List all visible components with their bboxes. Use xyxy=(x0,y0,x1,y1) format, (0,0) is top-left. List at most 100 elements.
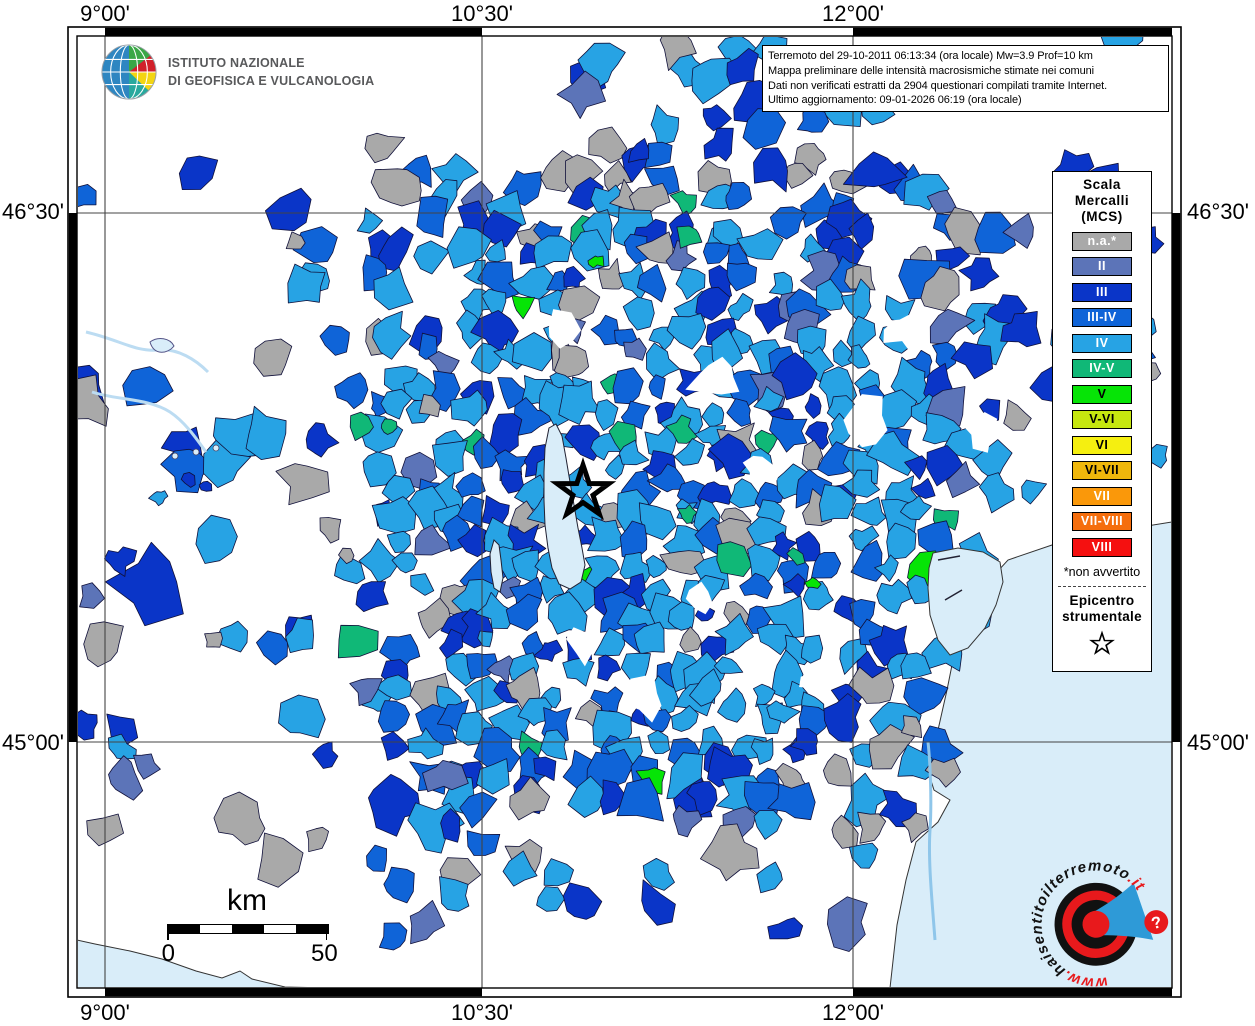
municipality xyxy=(311,741,339,769)
municipality xyxy=(431,440,468,477)
municipality xyxy=(358,538,401,584)
small-lake xyxy=(192,448,200,456)
municipality xyxy=(742,455,781,484)
municipality xyxy=(767,782,816,821)
municipality xyxy=(543,858,574,887)
municipality xyxy=(107,733,137,760)
municipality xyxy=(255,630,289,666)
venice-lagoon xyxy=(927,547,1004,656)
municipality xyxy=(558,380,602,425)
ingv-logo: ISTITUTO NAZIONALE DI GEOFISICA E VULCAN… xyxy=(100,43,374,101)
municipality xyxy=(484,239,506,263)
municipality xyxy=(587,516,626,552)
municipality xyxy=(771,352,818,401)
lake-garda xyxy=(543,423,586,590)
ligurian-sea xyxy=(78,939,308,987)
municipality xyxy=(815,278,846,311)
municipality xyxy=(736,228,784,261)
municipality xyxy=(769,415,808,453)
axis-label-bottom-9: 9°00' xyxy=(80,1000,130,1025)
legend-title-3: (MCS) xyxy=(1081,209,1123,224)
municipality xyxy=(645,555,667,578)
info-line-data-source: Dati non verificati estratti da 2904 que… xyxy=(768,79,1108,92)
municipality xyxy=(548,309,582,349)
municipality xyxy=(801,439,824,471)
municipality xyxy=(727,292,754,321)
municipality xyxy=(799,664,831,692)
legend-chip-iv-v: IV-V xyxy=(1072,359,1132,378)
legend-separator xyxy=(1058,585,1146,587)
municipality xyxy=(783,162,814,189)
municipality xyxy=(278,694,326,739)
municipality xyxy=(319,324,350,356)
municipality xyxy=(910,477,936,499)
municipality xyxy=(842,469,881,498)
municipality xyxy=(590,686,624,715)
municipality xyxy=(767,917,804,940)
municipality xyxy=(823,693,862,743)
municipality xyxy=(753,385,784,412)
municipality xyxy=(700,823,760,882)
municipality xyxy=(827,896,868,952)
municipality xyxy=(841,278,872,323)
municipality xyxy=(803,581,834,611)
municipality xyxy=(257,832,304,888)
legend-chip-n-a-: n.a.* xyxy=(1072,231,1132,251)
municipality xyxy=(547,591,588,635)
info-line-updated: Ultimo aggiornamento: 09-01-2026 06:19 (… xyxy=(768,94,1022,107)
municipality xyxy=(595,399,619,432)
municipality xyxy=(801,634,824,664)
municipality xyxy=(766,700,801,724)
municipality xyxy=(686,781,718,817)
municipality xyxy=(377,700,411,733)
municipality xyxy=(349,411,374,442)
municipality xyxy=(439,628,464,660)
municipality xyxy=(900,652,932,680)
municipality xyxy=(666,313,707,350)
municipality xyxy=(287,263,326,304)
municipality xyxy=(672,805,703,838)
municipality xyxy=(380,731,410,761)
municipality xyxy=(213,791,266,846)
axis-label-top-9: 9°00' xyxy=(80,1,130,26)
municipality xyxy=(540,729,568,761)
municipality xyxy=(407,727,444,760)
legend-footnote: *non avvertito xyxy=(1063,564,1141,579)
municipality xyxy=(964,412,998,453)
municipality xyxy=(901,715,922,738)
municipality xyxy=(917,520,954,559)
municipality xyxy=(533,235,573,270)
municipality xyxy=(716,541,753,577)
municipality xyxy=(472,436,501,470)
legend-title-1: Scala xyxy=(1083,177,1121,192)
municipality xyxy=(946,460,981,499)
municipality xyxy=(78,183,97,208)
municipality xyxy=(676,225,703,249)
municipality xyxy=(695,286,731,321)
municipality xyxy=(536,886,566,912)
municipality xyxy=(391,552,418,574)
municipality xyxy=(883,312,919,354)
municipality xyxy=(78,374,109,427)
municipality xyxy=(900,495,932,521)
municipality xyxy=(338,547,355,564)
axis-label-bottom-12: 12°00' xyxy=(822,1000,884,1025)
municipality xyxy=(665,414,698,444)
municipality xyxy=(978,472,1015,514)
municipality xyxy=(83,621,124,668)
municipality xyxy=(455,472,486,498)
municipality xyxy=(178,155,219,191)
question-mark: ? xyxy=(1149,912,1163,933)
municipality xyxy=(750,737,774,765)
municipality xyxy=(466,830,501,856)
scale-bar: km 0 50 xyxy=(150,884,350,967)
municipality xyxy=(725,181,752,211)
municipality xyxy=(850,496,887,526)
legend-chip-vi-vii: VI-VII xyxy=(1072,461,1132,480)
municipality xyxy=(685,581,713,615)
municipality xyxy=(726,47,759,86)
haisentito-site-logo[interactable]: ? www.haisentitoilterremoto.it xyxy=(1014,847,1175,1001)
municipality xyxy=(374,674,413,701)
municipality xyxy=(505,593,543,631)
